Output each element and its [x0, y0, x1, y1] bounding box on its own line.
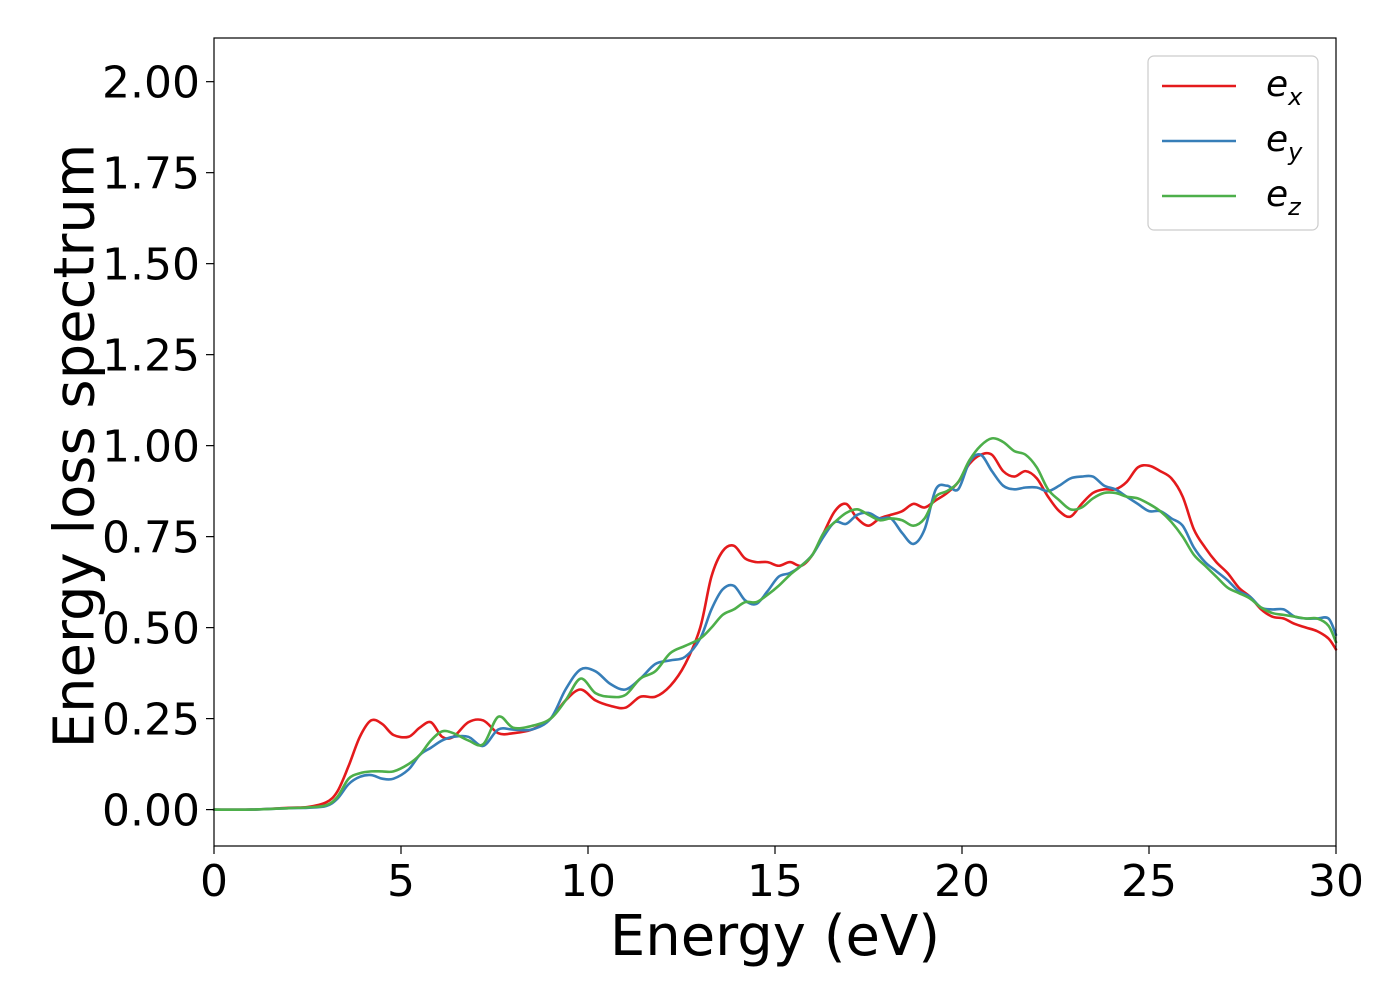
x-tick-label: 5 — [387, 856, 415, 907]
x-tick-label: 0 — [200, 856, 228, 907]
y-tick-label: 0.25 — [102, 695, 200, 746]
legend-label-y: ey — [1266, 119, 1303, 166]
x-tick-label: 25 — [1121, 856, 1177, 907]
legend-label-base: e — [1266, 174, 1288, 215]
y-tick-label: 0.75 — [102, 513, 200, 564]
legend-label-z: ez — [1266, 174, 1302, 221]
series-line-y — [212, 453, 1338, 812]
legend-box — [1147, 55, 1319, 231]
y-tick-label: 1.50 — [102, 240, 200, 291]
series-line-z — [212, 436, 1338, 812]
legend-label-base: e — [1266, 64, 1288, 105]
y-tick-label: 2.00 — [102, 58, 200, 109]
x-tick-label: 20 — [934, 856, 990, 907]
legend-label-base: e — [1266, 119, 1288, 160]
legend-label-subscript: x — [1287, 83, 1303, 111]
y-tick-label: 1.75 — [102, 149, 200, 200]
legend-label-subscript: y — [1287, 138, 1303, 166]
x-tick-label: 10 — [560, 856, 616, 907]
x-axis: 0 5 10 15 20 25 30 — [200, 846, 1364, 907]
y-tick-label: 1.25 — [102, 331, 200, 382]
y-tick-label: 0.50 — [102, 604, 200, 655]
y-axis-label: Energy loss spectrum — [43, 144, 108, 749]
x-tick-label: 30 — [1308, 856, 1364, 907]
y-tick-label: 1.00 — [102, 422, 200, 473]
x-tick-label: 15 — [747, 856, 803, 907]
x-axis-label: Energy (eV) — [610, 904, 940, 969]
series-layer — [212, 436, 1338, 812]
legend-label-subscript: z — [1287, 193, 1302, 221]
legend-label-x: ex — [1266, 64, 1303, 111]
y-tick-label: 0.00 — [102, 786, 200, 837]
y-axis: 0.00 0.25 0.50 0.75 1.00 1.25 1.50 1.75 2.00 — [102, 58, 214, 837]
